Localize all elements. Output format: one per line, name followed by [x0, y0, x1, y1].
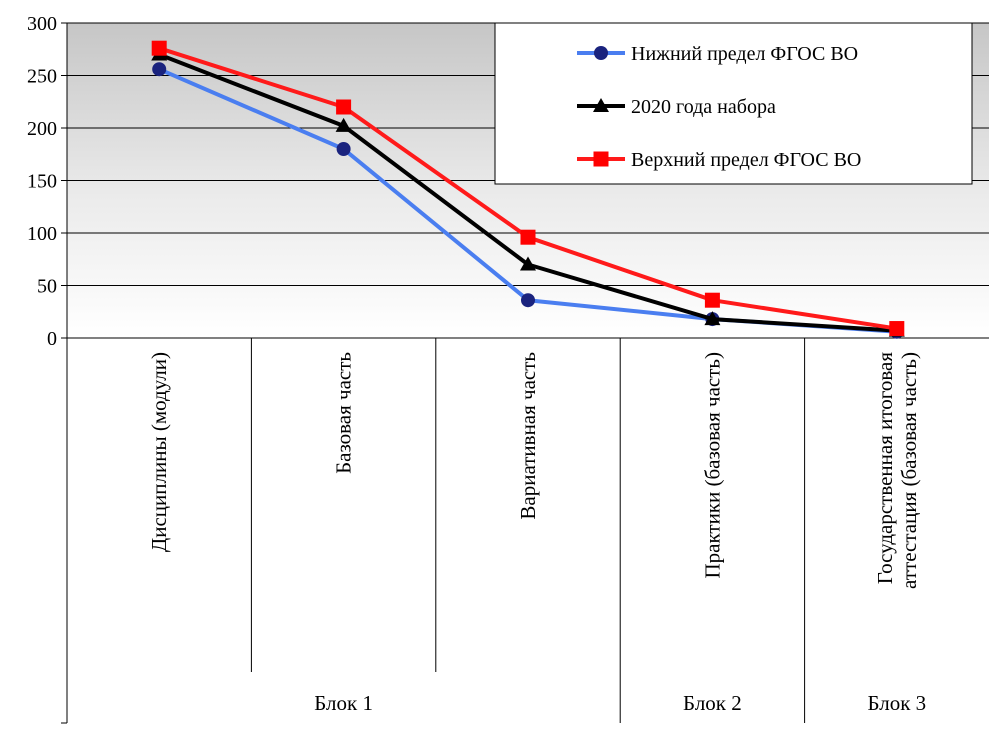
legend-swatch-marker: [593, 98, 609, 112]
y-tick-label: 200: [27, 118, 57, 140]
group-label: Блок 3: [867, 691, 926, 715]
legend-swatch-marker: [594, 46, 608, 60]
series-2: [151, 40, 905, 337]
y-axis-ticks: 0 50 100 150 200 250 300: [27, 13, 67, 350]
data-point: [520, 229, 536, 245]
legend-box: [494, 22, 973, 185]
category-label: Государственная итоговая: [873, 352, 897, 585]
y-tick-label: 100: [27, 223, 57, 245]
axes: [61, 23, 806, 724]
category-label: Дисциплины (модули): [147, 352, 171, 552]
data-point: [152, 62, 167, 77]
category-label: Базовая часть: [332, 352, 356, 474]
category-labels: Дисциплины (модули) Базовая часть Вариатив…: [147, 352, 921, 589]
legend-label: Нижний предел ФГОС ВО: [631, 43, 858, 65]
legend-label: Верхний предел ФГОС ВО: [631, 149, 861, 171]
data-point: [336, 142, 351, 156]
data-point: [336, 99, 352, 115]
data-point: [704, 292, 720, 308]
y-tick-label: 300: [27, 13, 57, 35]
legend-label: 2020 года набора: [631, 96, 776, 118]
data-point: [889, 321, 905, 337]
group-label: Блок 1: [314, 691, 373, 715]
data-point: [335, 117, 352, 132]
data-point: [151, 40, 167, 56]
data-point: [704, 311, 721, 326]
category-label: Практики (базовая часть): [700, 352, 724, 579]
legend: Нижний предел ФГОС ВО 2020 года набора Вер…: [494, 22, 973, 185]
category-label: Вариативная часть: [516, 352, 540, 520]
group-labels: Блок 1 Блок 2 Блок 3: [314, 691, 926, 715]
y-tick-label: 0: [47, 328, 57, 350]
legend-swatch-marker: [593, 151, 609, 167]
y-tick-label: 50: [37, 276, 57, 298]
data-point: [521, 293, 535, 308]
category-label: аттестация (базовая часть): [897, 352, 921, 589]
data-point: [520, 256, 536, 271]
y-tick-label: 150: [27, 171, 57, 193]
y-tick-label: 250: [27, 66, 57, 88]
series-lines: [151, 40, 905, 339]
group-label: Блок 2: [683, 691, 742, 715]
